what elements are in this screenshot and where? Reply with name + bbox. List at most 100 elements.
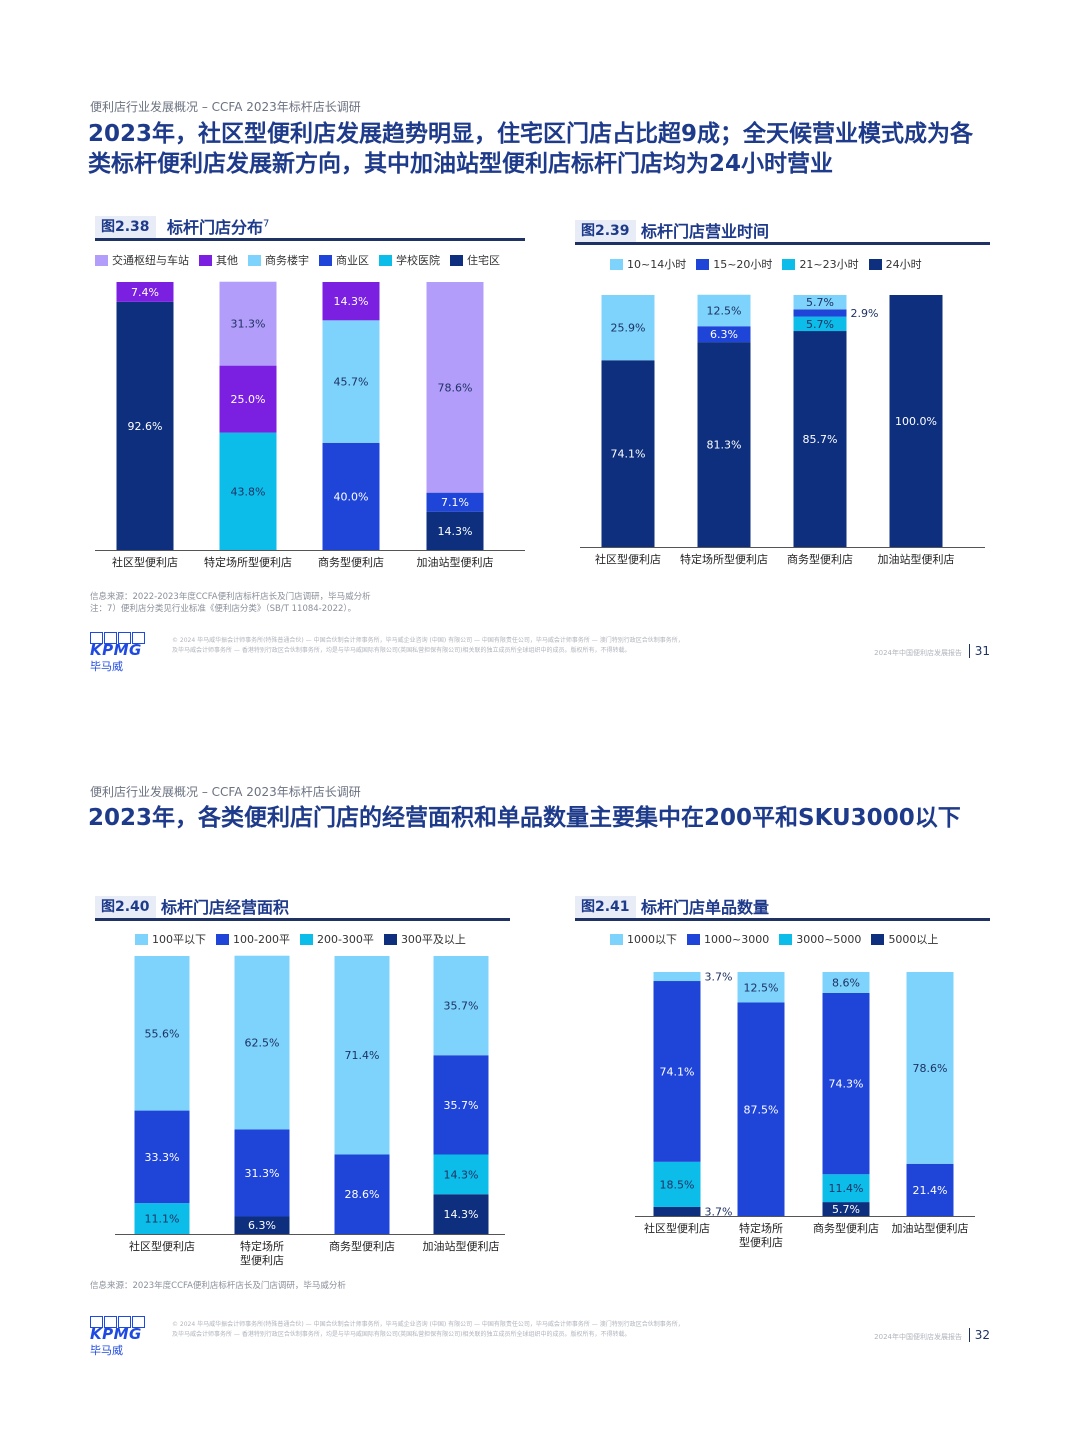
category-label: 商务型便利店 [787,552,853,566]
figure-title: 标杆门店分布7 [167,218,270,237]
category-label: 商务型便利店 [813,1221,879,1235]
legend-label: 24小时 [885,258,922,271]
bar-segment-10-14小时 [601,295,655,361]
bar-segment-5000以上 [822,1202,870,1216]
bar-segment-商业区 [322,442,380,550]
legend-label: 学校医院 [396,254,440,267]
legal-fine-print: © 2024 毕马威华振会计师事务所(特殊普通合伙) — 中国合伙制会计师事务所… [172,1321,684,1338]
bar-segment-300平及以上 [433,1194,489,1234]
legend-swatch [782,258,796,270]
bar-segment-商业区 [426,492,484,512]
bar-segment-21-23小时 [793,316,847,332]
category-label: 特定场所型便利店 [204,555,292,569]
headline-line-2: 类标杆便利店发展新方向，其中加油站型便利店标杆门店均为24小时营业 [88,150,834,177]
bar-segment-1000以下 [737,972,785,1003]
data-label: 40.0% [334,490,369,503]
data-label: 21.4% [913,1184,948,1197]
category-label: 加油站型便利店 [417,555,494,569]
bar-segment-5000以上 [653,1206,701,1216]
category-label: 社区型便利店 [595,552,661,566]
data-label: 33.3% [145,1151,180,1164]
data-label: 11.1% [145,1213,180,1226]
data-label: 12.5% [707,304,742,317]
legend-item-21-23小时: 21~23小时 [782,256,859,272]
category-label: 社区型便利店 [129,1239,195,1253]
bar-segment-15-20小时 [793,309,847,317]
bar-segment-24小时 [601,360,655,547]
legend-item-1000以下: 1000以下 [610,931,677,947]
page-number: 32 [974,1328,990,1342]
legend-label: 21~23小时 [799,258,859,271]
legend-label: 1000以下 [627,933,677,946]
legend-item-300平及以上: 300平及以上 [383,931,466,947]
category-label: 特定场所型便利店 [680,552,768,566]
data-label: 7.1% [441,496,469,509]
data-label: 14.3% [444,1208,479,1221]
bar-segment-1000以下 [653,972,701,982]
legend-swatch [299,933,313,945]
data-label: 35.7% [444,1000,479,1013]
figure-2-41: 图2.41 标杆门店单品数量 1000以下 1000~3000 3000~5000 5… [575,894,990,1274]
report-name: 2024年中国便利店发展报告 [874,1333,962,1341]
legend-swatch [319,254,332,266]
data-label: 31.3% [231,318,266,331]
page-headline: 2023年，各类便利店门店的经营面积和单品数量主要集中在200平和SKU3000… [88,804,1008,834]
bar-segment-100-200平 [134,1110,190,1204]
bar-segment-交通枢纽与车站 [426,282,484,493]
chart-plot: 11.1% 33.3% 55.6% 社区型便利店 6.3% 31.3% 62.5% 特定场所型… [115,955,505,1267]
figure-rule [575,918,990,921]
page-separator [969,1328,970,1342]
chart-plot: 74.1% 25.9% 社区型便利店 81.3% 6.3% 12.5% 特定场所型便利店 85… [580,294,985,566]
category-label: 社区型便利店 [644,1221,710,1235]
bar-segment-100-200平 [433,1055,489,1155]
data-label: 87.5% [744,1103,779,1116]
legend-item-交通枢纽与车站: 交通枢纽与车站 [95,252,189,268]
legend-item-5000以上: 5000以上 [871,931,938,947]
report-name: 2024年中国便利店发展报告 [874,649,962,657]
legend-swatch [610,258,623,270]
data-label: 3.7% [705,1205,733,1218]
category-label: 特定场所 [739,1221,783,1235]
data-label: 5.7% [806,318,834,331]
legend-item-商业区: 商业区 [319,252,369,268]
bar-segment-200-300平 [134,1203,190,1234]
data-label: 25.0% [231,393,266,406]
chart-legend: 1000以下 1000~3000 3000~5000 5000以上 [610,931,938,947]
legend-swatch [871,933,885,945]
figure-number: 图2.41 [575,896,636,918]
data-label: 6.3% [248,1219,276,1232]
bar-segment-100平以下 [134,956,190,1111]
category-label: 型便利店 [739,1235,783,1249]
figure-title: 标杆门店单品数量 [641,898,770,917]
bar-segment-其他 [219,365,277,433]
data-label: 74.3% [829,1078,864,1091]
bar-segment-100平以下 [234,955,290,1130]
bar-segment-1000以下 [822,972,870,993]
section-subtitle: 便利店行业发展概况 – CCFA 2023年标杆店长调研 [90,785,361,799]
legend-label: 5000以上 [888,933,939,946]
legend-swatch [135,933,148,945]
bar-segment-3000-5000 [822,1174,870,1203]
data-label: 5.7% [832,1203,860,1216]
bar-segment-住宅区 [116,301,174,550]
figure-title: 标杆门店营业时间 [641,222,770,241]
bar-segment-其他 [322,282,380,321]
data-label: 74.1% [611,448,646,461]
figure-rule [95,238,525,241]
legend-item-100-200平: 100-200平 [216,931,290,947]
data-label: 14.3% [438,525,473,538]
legend-label: 3000~5000 [796,932,862,946]
report-page-32: 便利店行业发展概况 – CCFA 2023年标杆店长调研 2023年，各类便利店… [0,690,1080,1390]
legal-fine-print: © 2024 毕马威华振会计师事务所(特殊普通合伙) — 中国合伙制会计师事务所… [172,637,684,654]
category-label: 加油站型便利店 [892,1221,969,1235]
figure-title: 标杆门店经营面积 [161,898,290,917]
data-label: 62.5% [245,1037,280,1050]
figure-rule [575,242,990,245]
section-subtitle: 便利店行业发展概况 – CCFA 2023年标杆店长调研 [90,100,361,114]
data-label: 14.3% [444,1168,479,1181]
data-label: 6.3% [710,328,738,341]
legend-label: 300平及以上 [400,933,466,946]
chart-legend: 10~14小时 15~20小时 21~23小时 24小时 [610,256,922,272]
figure-2-40: 图2.40 标杆门店经营面积 100平以下 100-200平 200-300平 300… [95,894,510,1274]
bar-segment-24小时 [793,331,847,547]
